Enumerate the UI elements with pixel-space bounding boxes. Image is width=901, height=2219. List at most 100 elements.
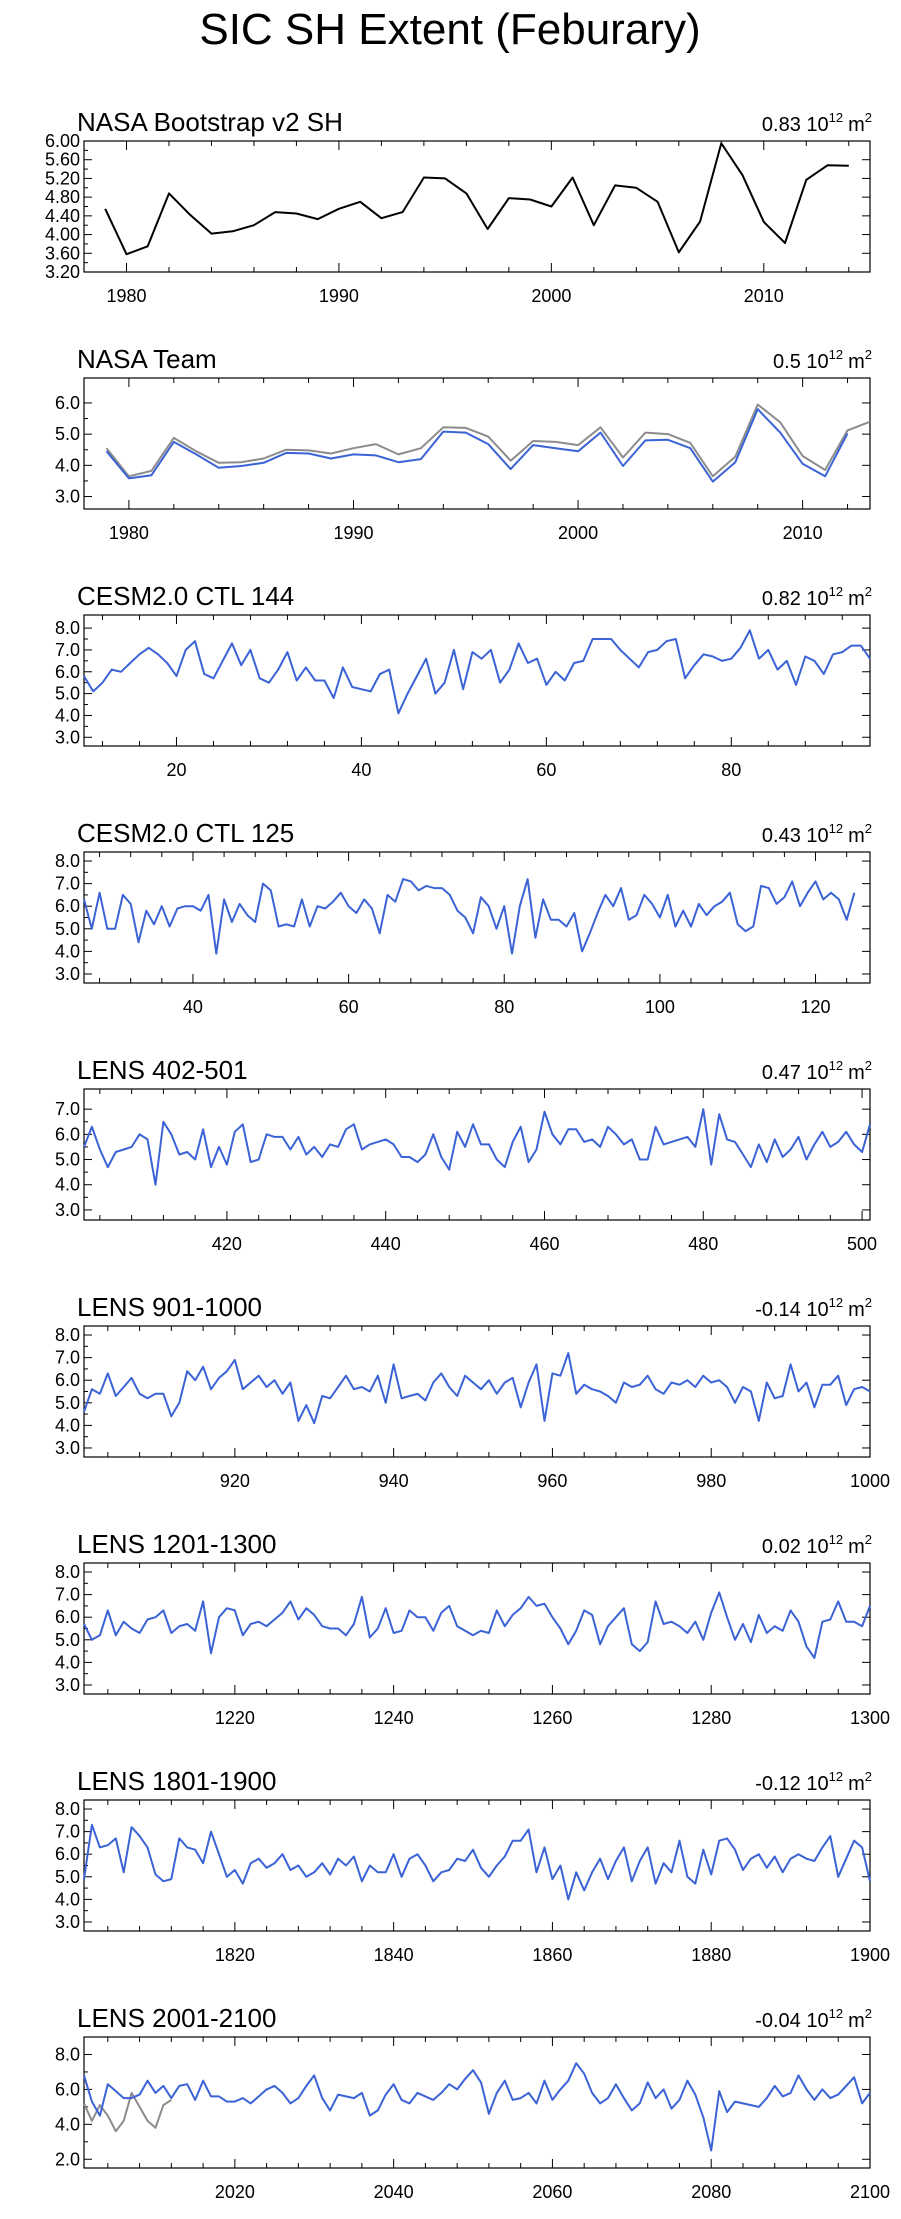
y-tick-label: 6.0 xyxy=(55,393,80,413)
corr-unit: m xyxy=(848,1299,865,1321)
correlation-label: -0.14 1012 m2 xyxy=(755,1295,872,1321)
y-tick-label: 4.0 xyxy=(55,455,80,475)
x-tick-label: 60 xyxy=(536,760,556,780)
x-tick-label: 1220 xyxy=(215,1708,255,1728)
plot-frame xyxy=(83,140,871,273)
corr-base: 10 xyxy=(806,114,828,136)
series-line-1 xyxy=(104,142,849,256)
correlation-label: 0.43 1012 m2 xyxy=(762,821,872,847)
panel-6: LENS 901-1000 -0.14 1012 m2 3.0 4.05.0 6.07.0… xyxy=(55,1292,890,1491)
x-tick-label: 2000 xyxy=(558,523,598,543)
series-line-1 xyxy=(105,403,871,478)
panel-title: LENS 1801-1900 xyxy=(77,1766,276,1796)
y-tick-label: 6.0 xyxy=(55,662,80,682)
x-tick-label: 1840 xyxy=(374,1945,414,1965)
y-tick-label: 7.0 xyxy=(55,1348,80,1368)
corr-base: 10 xyxy=(806,1536,828,1558)
corr-unit: m xyxy=(848,1536,865,1558)
corr-exponent: 12 xyxy=(829,347,843,362)
correlation-label: 0.5 1012 m2 xyxy=(773,347,872,373)
plot-frame xyxy=(83,1088,871,1221)
y-tick-label: 7.0 xyxy=(55,1099,80,1119)
y-tick-label: 6.0 xyxy=(55,896,80,916)
y-tick-label: 3.0 xyxy=(55,964,80,984)
corr-base: 10 xyxy=(806,1773,828,1795)
x-tick-label: 2080 xyxy=(691,2182,731,2202)
y-tick-label: 5.0 xyxy=(55,1630,80,1650)
corr-value: 0.82 xyxy=(762,588,806,610)
corr-value: 0.5 xyxy=(773,351,806,373)
x-tick-label: 1990 xyxy=(333,523,373,543)
corr-base: 10 xyxy=(806,351,828,373)
y-tick-label: 6.0 xyxy=(55,1607,80,1627)
x-tick-label: 2100 xyxy=(850,2182,890,2202)
y-tick-label: 7.0 xyxy=(55,1585,80,1605)
panel-title: NASA Team xyxy=(77,344,217,374)
y-tick-label: 5.0 xyxy=(55,1393,80,1413)
x-tick-label: 1820 xyxy=(215,1945,255,1965)
x-tick-label: 480 xyxy=(688,1234,718,1254)
x-tick-label: 940 xyxy=(379,1471,409,1491)
y-tick-label: 7.0 xyxy=(55,640,80,660)
y-tick-label: 3.0 xyxy=(55,1675,80,1695)
corr-unit-exponent: 2 xyxy=(865,1058,872,1073)
x-tick-label: 1980 xyxy=(106,286,146,306)
corr-exponent: 12 xyxy=(829,110,843,125)
series-line-1 xyxy=(83,1823,871,1901)
x-tick-label: 80 xyxy=(494,997,514,1017)
x-tick-label: 120 xyxy=(801,997,831,1017)
y-tick-label: 3.0 xyxy=(55,487,80,507)
x-tick-label: 440 xyxy=(371,1234,401,1254)
series-line-1 xyxy=(83,1591,871,1659)
series-line-2 xyxy=(83,2062,871,2152)
corr-unit: m xyxy=(848,1773,865,1795)
y-tick-label: 4.0 xyxy=(55,1415,80,1435)
correlation-label: -0.12 1012 m2 xyxy=(755,1769,872,1795)
x-tick-label: 1980 xyxy=(109,523,149,543)
x-tick-label: 460 xyxy=(529,1234,559,1254)
x-tick-label: 960 xyxy=(537,1471,567,1491)
x-tick-label: 60 xyxy=(339,997,359,1017)
series-line-1 xyxy=(83,1352,871,1425)
plot-frame xyxy=(83,377,871,510)
y-tick-label: 3.20 xyxy=(45,262,80,282)
corr-exponent: 12 xyxy=(829,1295,843,1310)
plot-frame xyxy=(83,1562,871,1695)
x-tick-label: 2010 xyxy=(744,286,784,306)
panel-7: LENS 1201-1300 0.02 1012 m2 3.0 4.05.0 6.07.0… xyxy=(55,1529,890,1728)
correlation-label: 0.83 1012 m2 xyxy=(762,110,872,136)
y-tick-label: 6.0 xyxy=(55,1370,80,1390)
x-tick-label: 20 xyxy=(166,760,186,780)
corr-exponent: 12 xyxy=(829,2006,843,2021)
x-tick-label: 1990 xyxy=(319,286,359,306)
y-tick-label: 5.0 xyxy=(55,1867,80,1887)
plot-frame xyxy=(83,1799,871,1932)
corr-unit-exponent: 2 xyxy=(865,584,872,599)
y-tick-label: 8.0 xyxy=(55,1562,80,1582)
corr-unit-exponent: 2 xyxy=(865,1295,872,1310)
x-tick-label: 1280 xyxy=(691,1708,731,1728)
corr-exponent: 12 xyxy=(829,1058,843,1073)
corr-unit-exponent: 2 xyxy=(865,821,872,836)
corr-exponent: 12 xyxy=(829,821,843,836)
x-tick-label: 1260 xyxy=(532,1708,572,1728)
corr-value: -0.12 xyxy=(755,1773,806,1795)
y-tick-label: 4.0 xyxy=(55,1889,80,1909)
x-tick-label: 2020 xyxy=(215,2182,255,2202)
y-tick-label: 6.0 xyxy=(55,1844,80,1864)
panel-title: CESM2.0 CTL 125 xyxy=(77,818,294,848)
y-tick-label: 4.0 xyxy=(55,705,80,725)
panel-title: LENS 901-1000 xyxy=(77,1292,262,1322)
panel-5: LENS 402-501 0.47 1012 m2 3.0 4.0 5.0 6.0 7.0 42… xyxy=(55,1055,877,1254)
x-tick-label: 980 xyxy=(696,1471,726,1491)
corr-unit-exponent: 2 xyxy=(865,110,872,125)
corr-unit-exponent: 2 xyxy=(865,347,872,362)
panel-9: LENS 2001-2100 -0.04 1012 m2 2.0 4.0 6.0 8.0 20… xyxy=(55,2003,890,2202)
x-tick-label: 40 xyxy=(351,760,371,780)
x-tick-label: 420 xyxy=(212,1234,242,1254)
y-tick-label: 5.0 xyxy=(55,1150,80,1170)
series-line-1 xyxy=(83,878,856,955)
x-tick-label: 2000 xyxy=(531,286,571,306)
y-tick-label: 5.60 xyxy=(45,150,80,170)
